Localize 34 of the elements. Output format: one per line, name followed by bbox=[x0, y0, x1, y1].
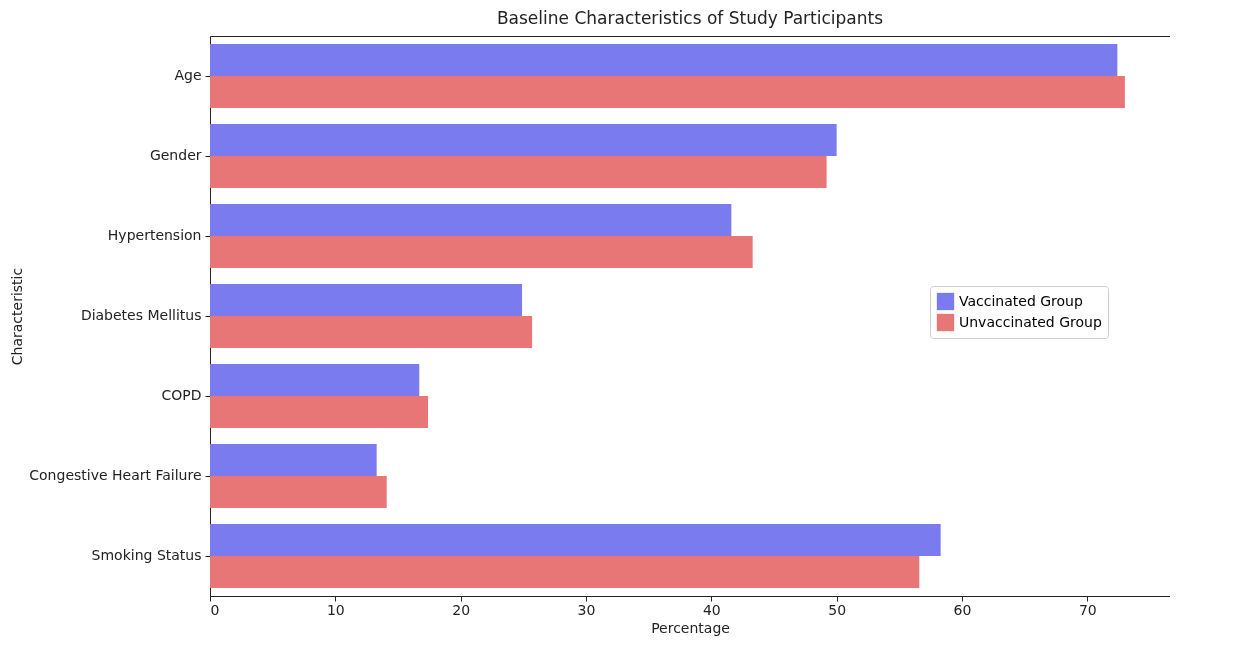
x-tick-label: 0 bbox=[210, 601, 220, 618]
bar bbox=[210, 396, 429, 428]
x-tick-label: 20 bbox=[452, 601, 471, 618]
bar bbox=[210, 476, 387, 508]
x-axis-title: Percentage bbox=[651, 619, 730, 636]
bar bbox=[210, 556, 920, 588]
y-tick-label: Smoking Status bbox=[91, 547, 202, 563]
bar bbox=[210, 76, 1125, 108]
y-tick-label: Age bbox=[174, 67, 202, 83]
y-tick-label: Diabetes Mellitus bbox=[80, 307, 202, 323]
bar bbox=[210, 204, 732, 236]
x-tick-label: 30 bbox=[577, 601, 596, 618]
bar bbox=[210, 364, 420, 396]
bar bbox=[210, 524, 941, 556]
chart-title: Baseline Characteristics of Study Participants bbox=[496, 8, 884, 28]
y-tick-label: COPD bbox=[161, 387, 202, 403]
bar bbox=[210, 316, 533, 348]
y-axis-title: Characteristic bbox=[9, 267, 26, 366]
bar bbox=[210, 444, 377, 476]
y-tick-label: Congestive Heart Failure bbox=[29, 467, 202, 483]
y-tick-label: Gender bbox=[149, 147, 202, 163]
x-tick-label: 50 bbox=[828, 601, 847, 618]
x-tick-label: 10 bbox=[326, 601, 345, 618]
x-tick-label: 60 bbox=[953, 601, 972, 618]
legend-label: Vaccinated Group bbox=[959, 292, 1083, 309]
bar bbox=[210, 236, 753, 268]
bar bbox=[210, 156, 827, 188]
bar bbox=[210, 124, 837, 156]
x-tick-label: 40 bbox=[702, 601, 721, 618]
legend-label: Unvaccinated Group bbox=[959, 313, 1102, 330]
x-tick-label: 70 bbox=[1078, 601, 1097, 618]
y-tick-label: Hypertension bbox=[107, 227, 202, 243]
bar bbox=[210, 44, 1118, 76]
bar bbox=[210, 284, 523, 316]
